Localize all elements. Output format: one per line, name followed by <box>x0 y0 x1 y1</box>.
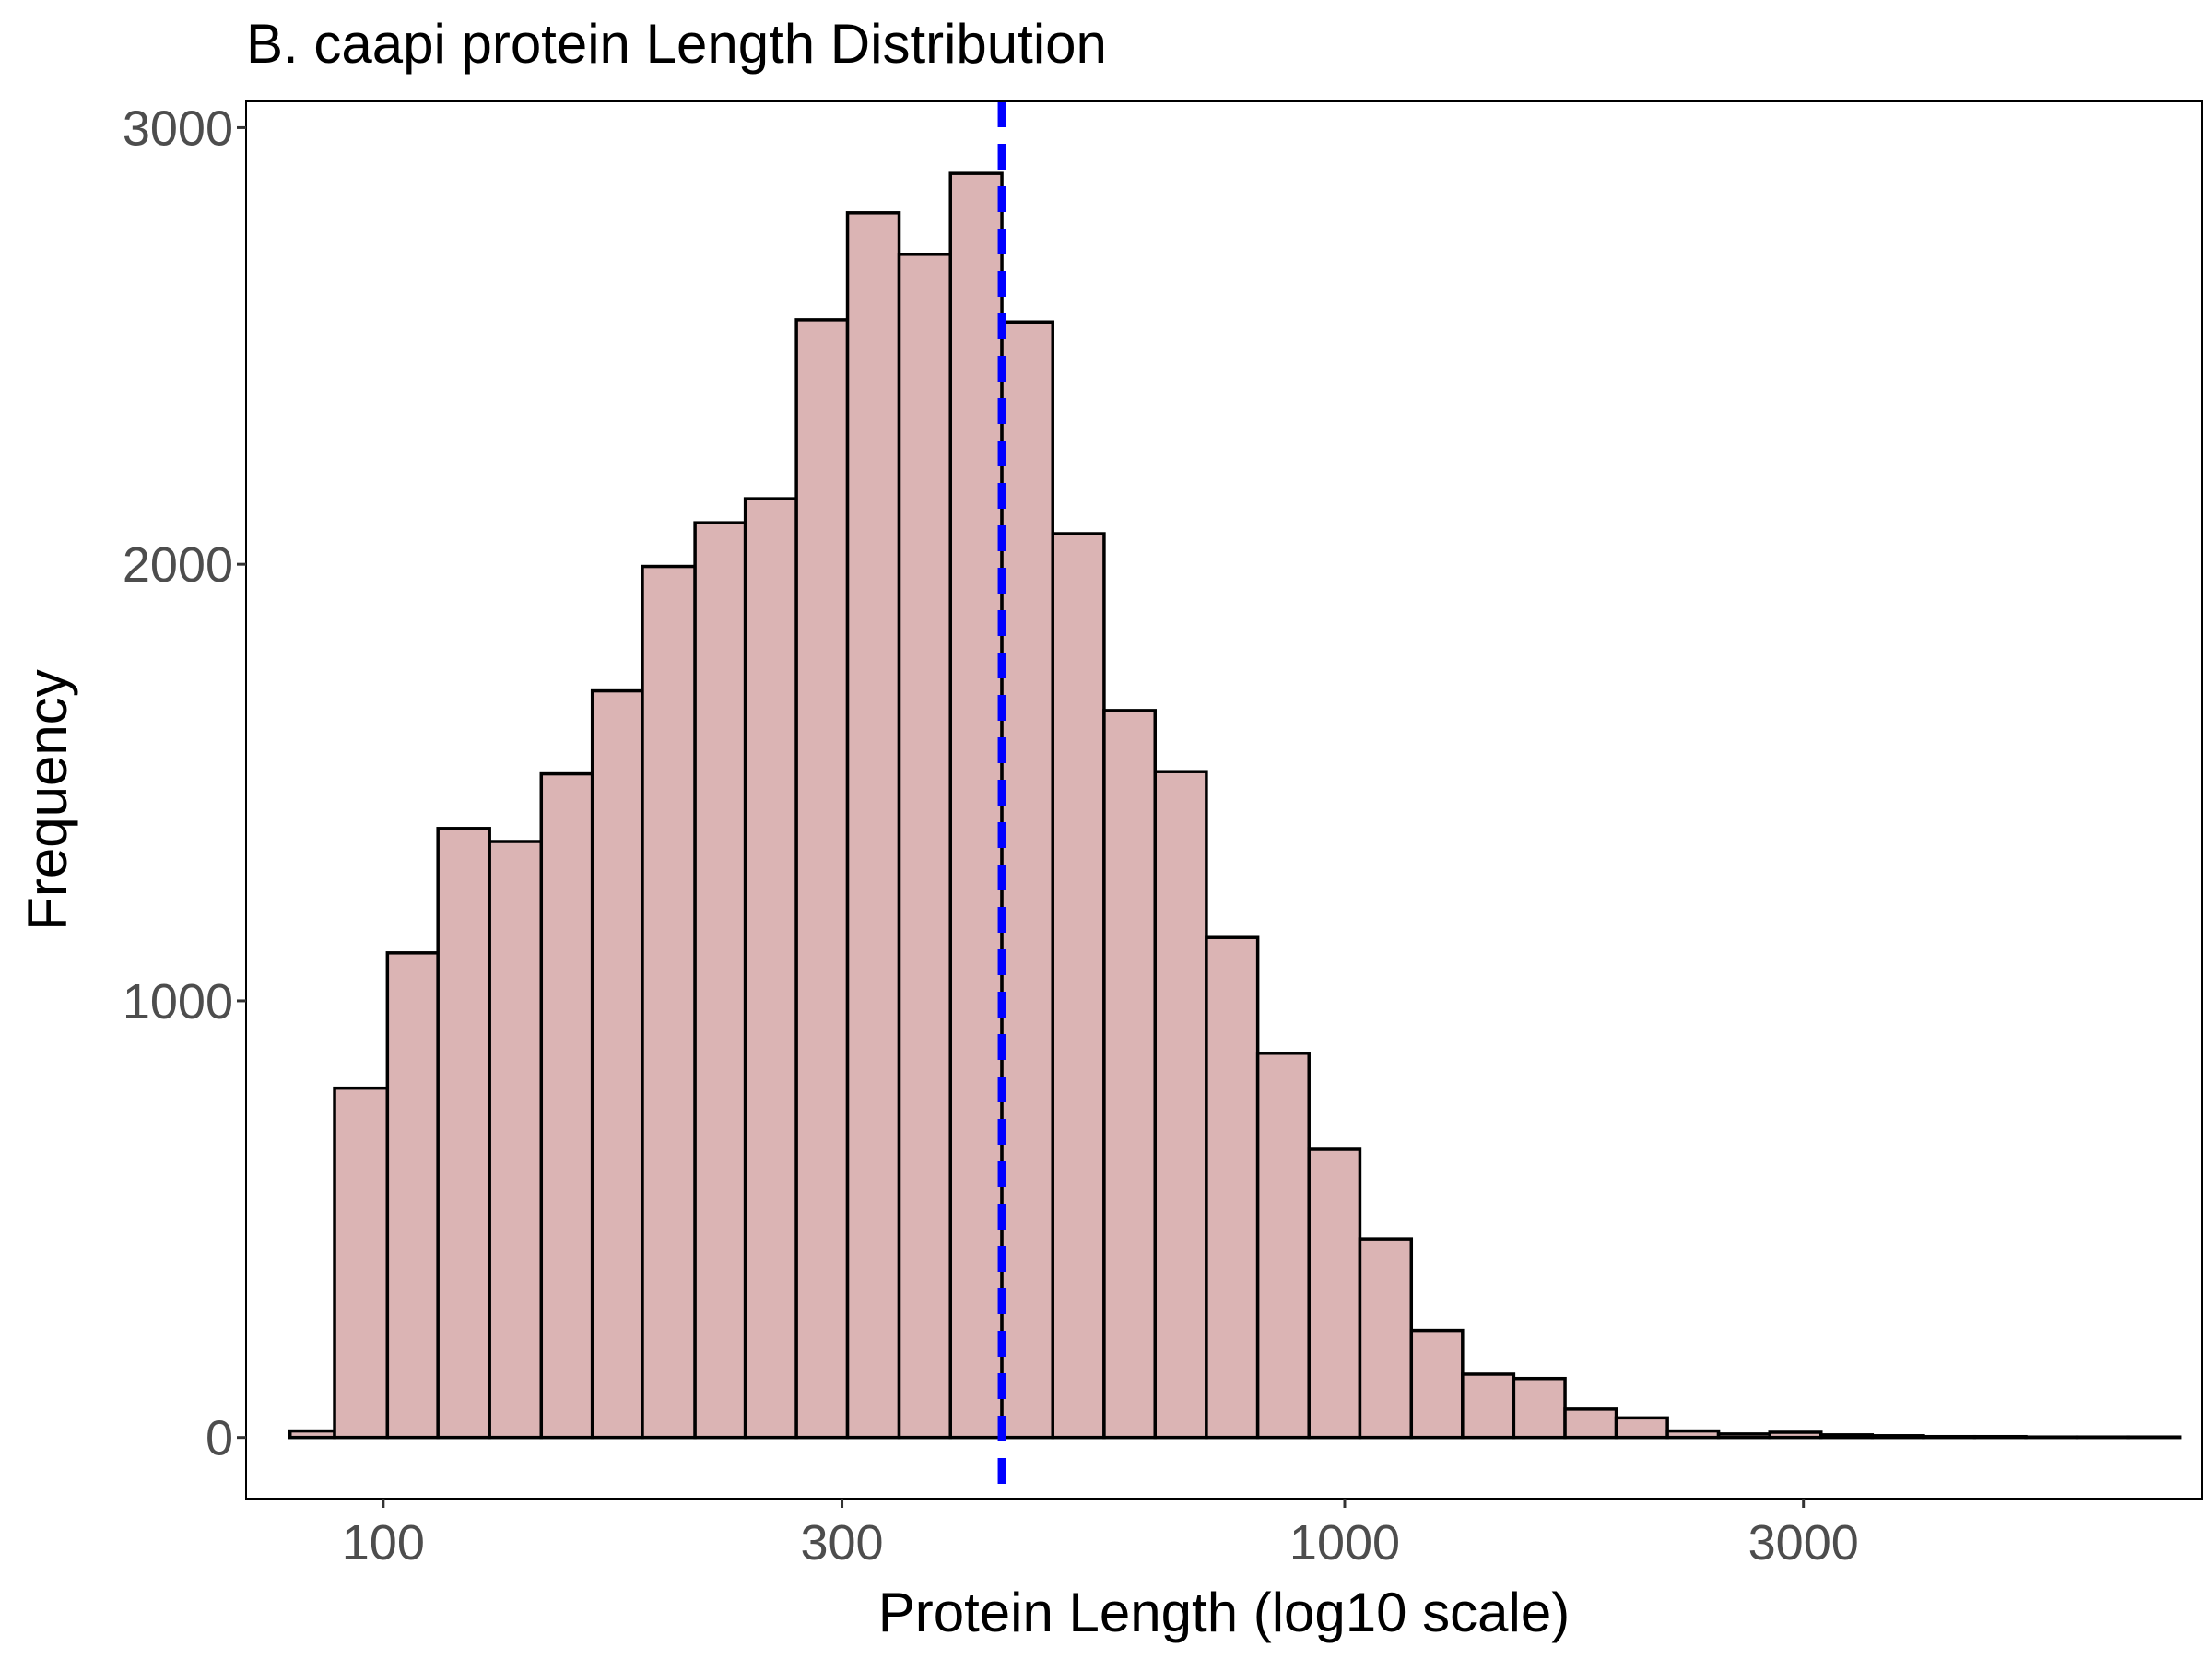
histogram-bar <box>1922 1434 1977 1440</box>
y-axis-ticks: 0 1000 2000 3000 <box>123 100 246 1466</box>
y-tick-label: 1000 <box>123 974 233 1030</box>
histogram-bar <box>333 1086 390 1440</box>
histogram-bar <box>1255 1052 1311 1440</box>
histogram-bar <box>897 253 952 1440</box>
histogram-bar <box>1768 1430 1823 1440</box>
histogram-bar <box>1205 935 1260 1440</box>
y-tick-label: 0 <box>206 1411 233 1466</box>
x-tick-label: 3000 <box>1748 1515 1859 1571</box>
y-tick-label: 3000 <box>123 100 233 156</box>
y-tick-label: 2000 <box>123 537 233 593</box>
x-axis-title: Protein Length (log10 scale) <box>878 1582 1570 1643</box>
histogram-bars <box>288 171 2182 1440</box>
axes <box>245 100 2203 1500</box>
histogram-bar <box>1972 1434 2028 1440</box>
histogram-bar <box>1051 532 1106 1440</box>
histogram-bar <box>539 771 594 1440</box>
x-tick-label: 100 <box>342 1515 425 1571</box>
histogram-bar <box>743 497 798 1440</box>
histogram-bar <box>1102 709 1157 1440</box>
histogram-bar <box>948 171 1004 1440</box>
x-tick-label: 300 <box>800 1515 883 1571</box>
histogram-bar <box>641 564 697 1440</box>
histogram-bar <box>1614 1416 1669 1440</box>
histogram-bar <box>1461 1372 1516 1440</box>
histogram-bar <box>1665 1429 1721 1440</box>
histogram-bar <box>436 827 491 1440</box>
y-axis-title: Frequency <box>17 669 78 930</box>
histogram-bar <box>693 521 747 1440</box>
x-tick-label: 1000 <box>1289 1515 1400 1571</box>
chart-title: B. caapi protein Length Distribution <box>246 13 1107 75</box>
histogram-bar <box>1716 1432 1771 1440</box>
histogram-bar <box>1819 1433 1875 1440</box>
histogram-bar <box>1153 770 1208 1440</box>
histogram-bar <box>1563 1407 1618 1440</box>
plot-panel-border <box>245 100 2203 1500</box>
histogram-bar <box>288 1429 336 1440</box>
histogram-bar <box>1307 1147 1362 1440</box>
histogram-bar <box>1870 1434 1925 1440</box>
histogram-bar <box>845 211 901 1440</box>
histogram-bar <box>1000 320 1054 1440</box>
histogram-bar <box>794 318 850 1440</box>
histogram-bar <box>488 840 544 1440</box>
histogram-bar <box>1358 1237 1414 1440</box>
histogram-bar <box>385 951 440 1440</box>
histogram-bar <box>590 688 644 1440</box>
histogram-bar <box>1512 1376 1567 1440</box>
histogram-bar <box>1409 1328 1465 1440</box>
x-axis-ticks: 100 300 1000 3000 <box>342 1499 1859 1571</box>
